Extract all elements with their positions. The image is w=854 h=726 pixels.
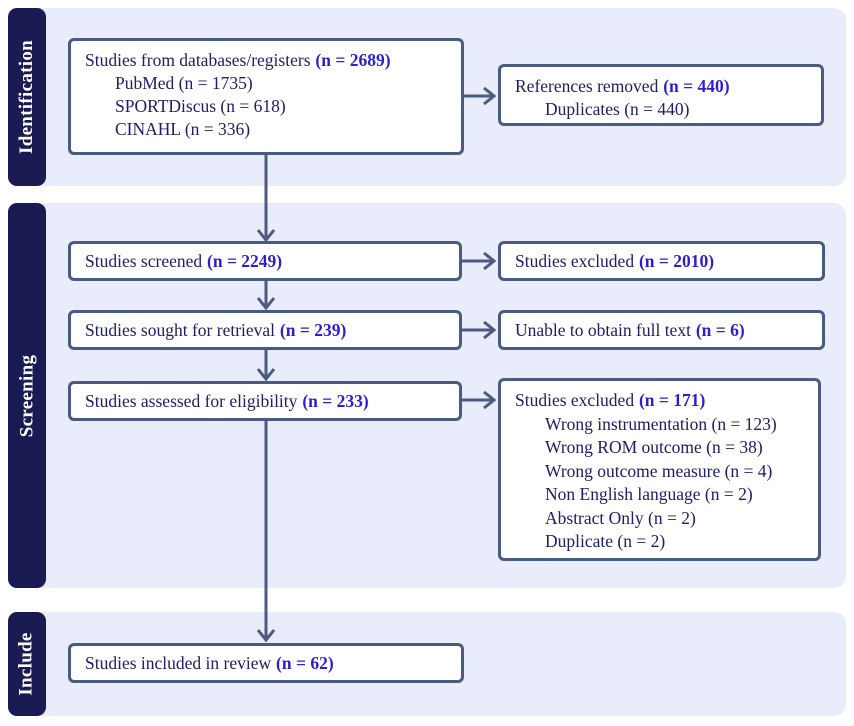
sidebar-tab-identification: Identification xyxy=(8,8,46,186)
box-studies-excluded-screening: Studies excluded (n = 2010) xyxy=(498,241,825,281)
n-value: (n = 440) xyxy=(663,76,730,96)
box-studies-included-review: Studies included in review (n = 62) xyxy=(68,643,464,683)
n-value: (n = 2010) xyxy=(638,250,715,271)
box-sub-line: Abstract Only (n = 2) xyxy=(545,507,696,528)
box-studies-assessed-eligibility: Studies assessed for eligibility (n = 233… xyxy=(68,381,462,421)
n-value: (n = 239) xyxy=(279,319,347,340)
box-studies-excluded-eligibility: Studies excluded (n = 171) Wrong instrume… xyxy=(498,378,821,561)
box-sub-line: Wrong outcome measure (n = 4) xyxy=(545,460,773,481)
box-main-line: Unable to obtain full text (n = 6) xyxy=(515,319,745,340)
box-sub-line: Wrong ROM outcome (n = 38) xyxy=(545,437,763,457)
box-studies-from-databases: Studies from databases/registers (n = 268… xyxy=(68,38,464,155)
box-main-line: Studies assessed for eligibility (n = 233… xyxy=(85,390,369,411)
box-main-line: Studies excluded (n = 171) xyxy=(515,390,706,410)
sidebar-tab-screening: Screening xyxy=(8,203,46,588)
n-value: (n = 62) xyxy=(276,652,334,673)
n-value: (n = 2689) xyxy=(315,50,391,70)
sidebar-tab-include: Include xyxy=(8,612,46,716)
n-value: (n = 233) xyxy=(302,390,369,411)
n-value: (n = 2249) xyxy=(207,250,283,271)
box-sub-line: CINAHL (n = 336) xyxy=(115,119,251,139)
box-main-line: Studies excluded (n = 2010) xyxy=(515,250,715,271)
box-sub-line: Duplicate (n = 2) xyxy=(545,531,666,551)
n-value: (n = 171) xyxy=(638,390,706,410)
box-sub-line: PubMed (n = 1735) xyxy=(115,73,253,93)
box-references-removed: References removed (n = 440) Duplicates (… xyxy=(498,64,824,126)
n-value: (n = 6) xyxy=(695,319,745,340)
include-label: Include xyxy=(16,632,37,696)
box-studies-screened: Studies screened (n = 2249) xyxy=(68,241,462,281)
box-sub-line: Wrong instrumentation (n = 123) xyxy=(545,413,777,434)
box-sub-line: Duplicates (n = 440) xyxy=(545,99,690,119)
box-main-line: Studies included in review (n = 62) xyxy=(85,652,334,673)
identification-label: Identification xyxy=(16,40,38,154)
box-main-line: Studies from databases/registers (n = 268… xyxy=(85,50,391,70)
box-sub-line: Non English language (n = 2) xyxy=(545,484,753,504)
box-sub-line: SPORTDiscus (n = 618) xyxy=(115,96,286,116)
screening-label: Screening xyxy=(16,354,38,437)
box-main-line: References removed (n = 440) xyxy=(515,76,730,96)
box-main-line: Studies sought for retrieval (n = 239) xyxy=(85,319,347,340)
box-studies-sought-retrieval: Studies sought for retrieval (n = 239) xyxy=(68,310,462,350)
box-main-line: Studies screened (n = 2249) xyxy=(85,250,283,271)
box-unable-to-obtain-full-text: Unable to obtain full text (n = 6) xyxy=(498,310,825,350)
